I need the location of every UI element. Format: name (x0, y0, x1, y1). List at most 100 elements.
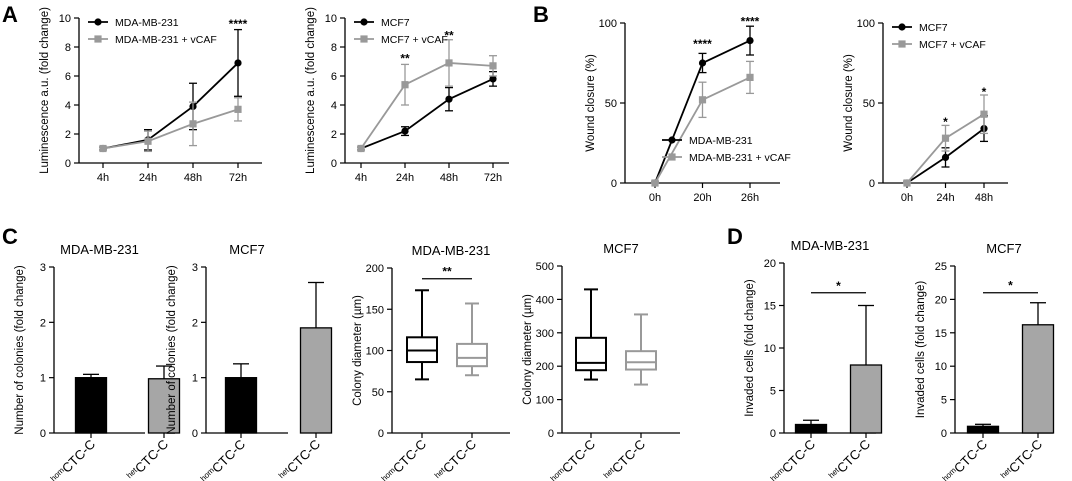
chart-c2: 0 1 2 3 Number of colonies (fold change) MCF7… (166, 242, 333, 481)
x-tick-label: 4h (355, 172, 367, 184)
data-point (144, 137, 152, 145)
significance-label: ** (400, 52, 410, 66)
y-tick-label: 8 (65, 42, 71, 54)
data-point (651, 179, 659, 187)
x-tick-label: homCTC-C (768, 437, 818, 481)
significance-label: ** (442, 265, 452, 279)
y-tick-label: 100 (857, 18, 875, 30)
x-tick-label: 26h (741, 192, 759, 204)
chart-c3: 0 50 100 150 200 Colony diameter (µm) MDA-MB-2… (352, 243, 510, 481)
legend-marker (668, 136, 676, 144)
box-1 (406, 289, 438, 381)
chart-title: MCF7 (986, 241, 1021, 256)
y-tick-label: 0 (65, 158, 71, 170)
legend-label: MCF7 + vCAF (381, 34, 448, 46)
legend-marker (898, 40, 906, 48)
chart-a2: 0 2 4 6 8 10 Luminescence a.u. (fold change) 4h… (305, 7, 509, 184)
label-base: CTC-C (1006, 437, 1045, 476)
legend: MDA-MB-231 MDA-MB-231 + vCAF (88, 17, 217, 46)
x-tick-label: hetCTC-C (998, 437, 1045, 481)
data-point (401, 127, 409, 135)
y-tick-label: 10 (935, 361, 947, 373)
y-axis-label: Wound closure (%) (585, 54, 597, 152)
data-point (401, 81, 409, 89)
y-axis-label: Luminescence a.u. (fold change) (39, 7, 51, 174)
y-tick-label: 100 (536, 395, 554, 407)
y-tick-label: 0 (611, 178, 617, 190)
x-tick-label: homCTC-C (48, 437, 98, 481)
y-tick-label: 3 (40, 262, 46, 274)
chart-title: MCF7 (603, 241, 638, 256)
label-base: CTC-C (59, 437, 98, 476)
x-tick-label: 24h (396, 172, 414, 184)
box (625, 350, 657, 371)
bar (794, 423, 828, 434)
data-point (489, 62, 497, 70)
chart-title: MDA-MB-231 (791, 238, 870, 253)
y-tick-label: 0 (869, 178, 875, 190)
y-tick-label: 50 (372, 387, 384, 399)
legend-label: MCF7 + vCAF (919, 39, 986, 51)
x-tick-label: homCTC-C (379, 437, 429, 481)
label-base: CTC-C (132, 437, 171, 476)
label-base: CTC-C (284, 437, 323, 476)
data-point (489, 75, 497, 83)
label-base: CTC-C (834, 437, 873, 476)
y-tick-label: 2 (65, 129, 71, 141)
y-tick-label: 400 (536, 294, 554, 306)
significance-label: ** (444, 28, 454, 42)
chart-b1: 0 50 100 Wound closure (%) 0h 20h 26h **** **** M… (585, 14, 791, 204)
x-tick-label: hetCTC-C (601, 437, 648, 481)
label-base: CTC-C (440, 437, 479, 476)
legend-label: MCF7 (919, 22, 948, 34)
panel-letter-d: D (727, 224, 743, 249)
y-tick-label: 10 (325, 13, 337, 25)
label-base: CTC-C (209, 437, 248, 476)
y-tick-label: 0 (331, 158, 337, 170)
data-point (941, 153, 950, 161)
legend-marker (360, 18, 368, 26)
significance-label: **** (229, 17, 248, 31)
label-base: CTC-C (951, 437, 990, 476)
bar (849, 364, 883, 434)
data-point (941, 134, 950, 142)
label-base: CTC-C (559, 437, 598, 476)
label-base: CTC-C (390, 437, 429, 476)
chart-title: MDA-MB-231 (60, 242, 139, 257)
panel-letter-c: C (2, 224, 18, 249)
box (575, 336, 607, 372)
x-tick-label: hetCTC-C (432, 437, 479, 481)
x-tick-label: 48h (975, 192, 993, 204)
legend-marker (360, 35, 368, 43)
y-tick-label: 0 (40, 428, 46, 440)
series-1 (99, 28, 242, 153)
y-tick-label: 2 (331, 129, 337, 141)
legend-label: MCF7 (381, 17, 410, 29)
bar (299, 327, 333, 434)
x-tick-label: 4h (97, 172, 109, 184)
bar (966, 425, 1000, 434)
significance-label: * (982, 85, 987, 99)
y-tick-label: 0 (192, 428, 198, 440)
chart-c4: 0 100 200 300 400 500 Colony diameter (µm) MCF7… (522, 241, 680, 481)
data-point (746, 37, 754, 45)
chart-d2: 0 5 10 15 20 25 Invaded cells (fold change) MCF… (915, 241, 1055, 481)
y-tick-label: 6 (65, 71, 71, 83)
box-2 (625, 313, 657, 386)
panel-letter-a: A (2, 2, 18, 27)
legend-marker (668, 153, 676, 161)
y-tick-label: 5 (770, 386, 776, 398)
bar (224, 377, 258, 434)
x-tick-label: hetCTC-C (276, 437, 323, 481)
data-point (99, 144, 107, 153)
data-point (698, 59, 707, 67)
data-point (189, 120, 197, 128)
bar (74, 377, 108, 434)
panel-letter-b: B (533, 2, 549, 27)
y-tick-label: 200 (366, 263, 384, 275)
series-2 (357, 39, 497, 153)
series-line (360, 62, 494, 150)
legend-label: MDA-MB-231 (689, 135, 753, 147)
label-base: CTC-C (609, 437, 648, 476)
